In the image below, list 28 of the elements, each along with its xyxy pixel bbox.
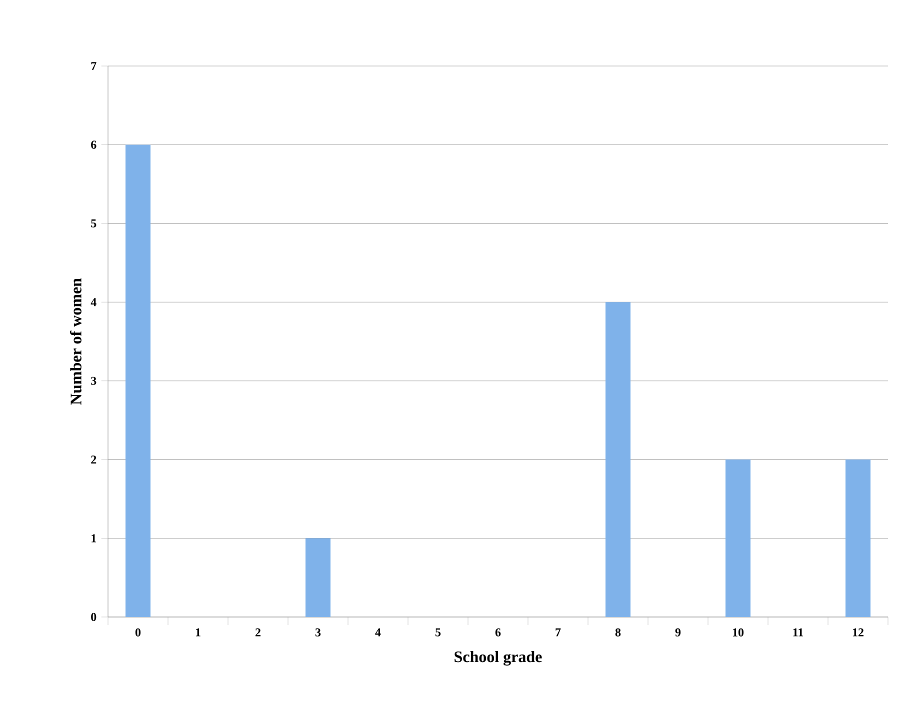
bar (126, 144, 151, 617)
x-tick-label: 3 (315, 628, 321, 636)
y-tick-label: 3 (91, 376, 96, 385)
x-tick-label: 5 (435, 628, 441, 636)
y-tick-label: 5 (91, 219, 96, 228)
y-tick-label: 7 (91, 62, 96, 70)
bar (845, 460, 870, 617)
x-tick-label: 7 (556, 628, 561, 636)
x-tick-label: 6 (495, 628, 501, 636)
y-tick-label: 1 (92, 534, 96, 542)
x-tick-label: 2 (256, 628, 260, 636)
x-tick-label: 10 (732, 628, 744, 636)
x-tick-label: 4 (375, 628, 381, 636)
x-axis-title: School grade (454, 650, 542, 666)
x-tick-label: 8 (615, 628, 621, 636)
y-tick-label: 4 (90, 298, 96, 306)
y-tick-label: 2 (91, 456, 96, 464)
x-tick-label: 12 (852, 628, 864, 636)
x-tick-label: 11 (793, 628, 804, 636)
bar (606, 302, 630, 617)
x-tick-label: 9 (675, 628, 681, 636)
x-tick-label: 0 (135, 628, 141, 636)
bar (306, 538, 331, 617)
y-tick-label: 0 (91, 612, 96, 622)
y-tick-label: 6 (91, 140, 96, 149)
x-tick-label: 1 (196, 628, 200, 636)
y-axis-title: Number of women (70, 278, 82, 405)
bar (726, 460, 750, 617)
